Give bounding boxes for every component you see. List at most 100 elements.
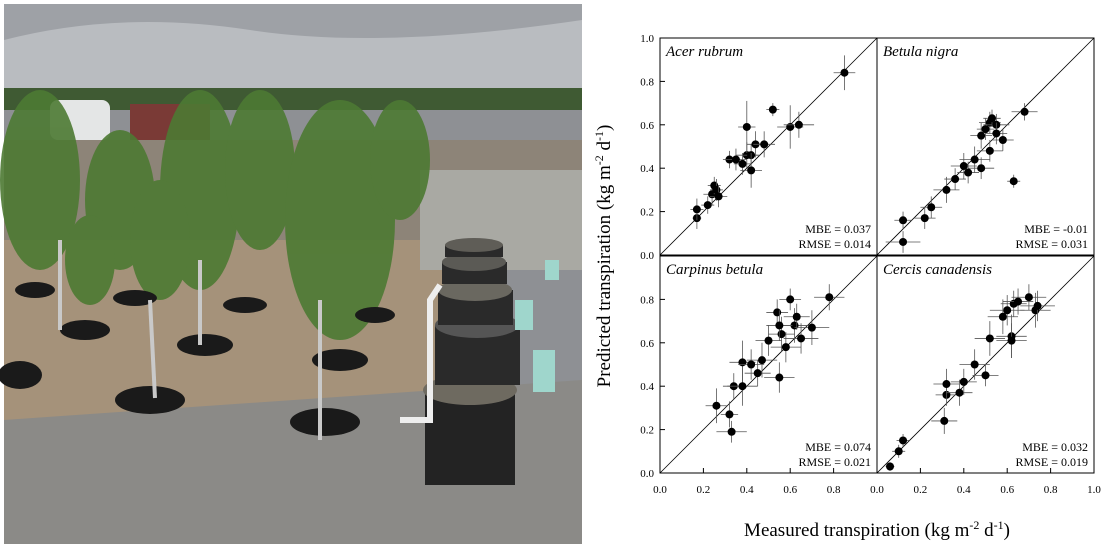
data-point [738,358,747,367]
data-point [773,308,782,317]
data-point [940,416,949,425]
y-tick-label: 0.4 [640,163,654,175]
x-tick-label: 0.6 [1000,484,1014,496]
photo [0,4,582,544]
y-tick-label: 0.0 [640,250,654,262]
data-point [825,293,834,302]
data-point [959,377,968,386]
fit-statistic: MBE = 0.074 [805,440,871,454]
identity-line [659,255,878,474]
data-point [998,312,1007,321]
data-point [1014,297,1023,306]
data-point [899,216,908,225]
panel-frame [876,255,1095,474]
data-point [977,131,986,140]
data-point [899,237,908,246]
data-point [985,334,994,343]
data-point [757,356,766,365]
axis-label-part: ) [594,125,615,131]
data-point [1020,107,1029,116]
data-point [1007,336,1016,345]
panel-frame [876,37,1095,256]
y-tick-label: 0.6 [640,120,654,132]
data-point [1033,301,1042,310]
x-tick-label: 0.8 [1044,484,1058,496]
y-tick-label: 1.0 [640,33,654,45]
data-point [964,168,973,177]
panel-title: Betula nigra [883,44,958,60]
y-tick-label: 0.2 [640,207,654,219]
data-point [951,175,960,184]
data-point [742,122,751,131]
data-point [942,380,951,389]
axis-label-part: -1 [592,131,606,141]
fit-statistic: MBE = 0.032 [1022,440,1088,454]
identity-line [876,37,1095,256]
x-tick-label: 0.0 [870,484,884,496]
data-point [753,369,762,378]
data-point [781,343,790,352]
data-point [738,159,747,168]
data-point [747,166,756,175]
y-tick-label: 0.6 [640,338,654,350]
axis-label-part: ) [1004,520,1010,541]
data-point [807,323,816,332]
x-tick-label: 0.8 [827,484,841,496]
data-point [775,321,784,330]
fit-statistic: RMSE = 0.031 [1016,237,1088,251]
axis-label-part: d [979,520,994,541]
data-point [955,388,964,397]
y-tick-label: 0.8 [640,294,654,306]
data-point [792,312,801,321]
data-point [992,129,1001,138]
data-point [794,120,803,129]
data-point [725,410,734,419]
x-tick-label: 0.4 [740,484,754,496]
fit-statistic: RMSE = 0.019 [1016,455,1088,469]
panel-title: Cercis canadensis [883,262,992,278]
data-point [959,162,968,171]
axis-label-part: -2 [592,155,606,165]
data-point [970,155,979,164]
data-point [985,146,994,155]
data-point [894,447,903,456]
data-point [981,371,990,380]
fit-statistic: RMSE = 0.014 [799,237,871,251]
data-point [840,68,849,77]
data-point [786,122,795,131]
y-tick-label: 0.2 [640,425,654,437]
axis-label-part: Measured transpiration (kg m [744,520,970,541]
panel-title: Carpinus betula [666,262,763,278]
data-point [731,155,740,164]
data-point [927,203,936,212]
y-tick-label: 0.4 [640,381,654,393]
data-point [1003,306,1012,315]
data-point [760,140,769,149]
fit-statistic: MBE = 0.037 [805,222,871,236]
data-point [777,330,786,339]
y-tick-label: 0.8 [640,76,654,88]
data-point [764,336,773,345]
data-point [797,334,806,343]
y-axis-label: Predicted transpiration (kg m-2 d-1) [592,125,615,388]
data-point [692,205,701,214]
data-point [747,360,756,369]
data-point [977,164,986,173]
data-point [920,214,929,223]
data-point [981,125,990,134]
data-point [942,185,951,194]
data-point [899,436,908,445]
data-point [886,462,895,471]
fit-statistic: MBE = -0.01 [1024,222,1088,236]
x-tick-label: 0.0 [653,484,667,496]
fit-statistic: RMSE = 0.021 [799,455,871,469]
axis-label-part: d [594,140,615,155]
axis-label-part: -2 [969,518,979,532]
data-point [727,427,736,436]
data-point [786,295,795,304]
data-point [970,360,979,369]
data-point [1009,177,1018,186]
